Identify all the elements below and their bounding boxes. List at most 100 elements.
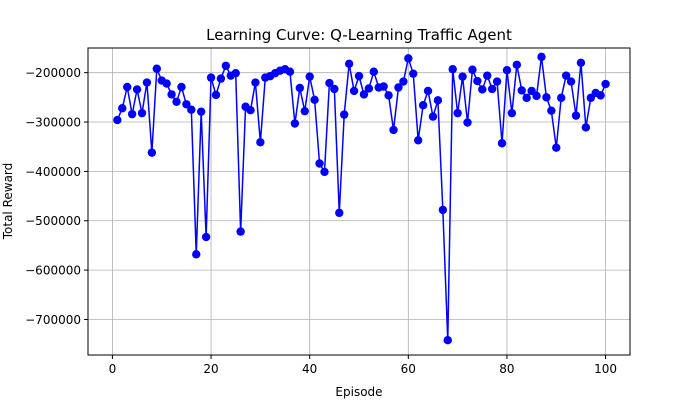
data-point xyxy=(463,118,472,127)
data-point xyxy=(340,110,349,119)
data-point xyxy=(581,123,591,132)
data-point xyxy=(147,148,157,157)
data-point xyxy=(231,68,240,78)
data-point xyxy=(571,111,581,120)
data-point xyxy=(256,138,265,147)
data-point xyxy=(507,108,517,118)
data-point xyxy=(418,101,428,110)
data-point xyxy=(310,95,319,105)
data-point xyxy=(127,109,137,119)
series-layer xyxy=(113,52,610,345)
data-point xyxy=(596,91,605,100)
data-point xyxy=(487,84,497,94)
data-point xyxy=(438,205,448,215)
x-tick-label: 20 xyxy=(203,362,218,376)
data-point xyxy=(187,105,196,114)
data-point xyxy=(478,85,487,94)
y-axis-label: Total Reward xyxy=(1,163,15,241)
data-point xyxy=(221,61,231,70)
data-point xyxy=(335,208,344,218)
data-point xyxy=(423,86,433,96)
data-point xyxy=(246,105,255,115)
data-point xyxy=(532,91,541,101)
data-point xyxy=(177,82,186,92)
x-tick-label: 100 xyxy=(594,362,617,376)
x-tick-label: 60 xyxy=(401,362,416,376)
data-point xyxy=(206,73,216,82)
data-point xyxy=(443,335,452,345)
data-point xyxy=(576,58,586,68)
data-point xyxy=(384,91,393,100)
data-point xyxy=(182,100,191,109)
data-point xyxy=(152,64,161,73)
data-point xyxy=(448,65,457,74)
data-point xyxy=(364,84,374,93)
y-tick-label: −400000 xyxy=(25,165,81,179)
data-point xyxy=(389,125,398,135)
data-point xyxy=(211,90,221,100)
data-point xyxy=(512,60,522,69)
data-point xyxy=(305,72,314,81)
x-axis-label: Episode xyxy=(335,385,382,399)
data-point xyxy=(167,90,176,99)
data-point xyxy=(354,71,364,81)
data-point xyxy=(557,93,566,103)
data-point xyxy=(394,83,403,92)
data-point xyxy=(537,52,546,62)
data-point xyxy=(216,74,226,83)
data-point xyxy=(137,108,147,118)
data-point xyxy=(404,54,413,63)
data-point xyxy=(162,79,171,88)
data-point xyxy=(285,67,295,76)
x-tick-label: 40 xyxy=(302,362,317,376)
x-tick-label: 80 xyxy=(499,362,514,376)
data-point xyxy=(344,59,354,68)
data-point xyxy=(428,112,438,121)
data-point xyxy=(409,69,418,78)
data-point xyxy=(542,93,551,102)
data-point xyxy=(468,65,477,74)
data-point xyxy=(458,72,467,81)
data-point xyxy=(399,77,408,86)
data-point xyxy=(497,139,507,148)
data-point xyxy=(113,115,122,125)
data-point xyxy=(192,250,201,259)
ticks: 0 20 40 60 80 100 −700000 −600000 −500000 −400000… xyxy=(25,66,617,376)
data-point xyxy=(300,106,309,116)
data-point xyxy=(502,66,512,75)
data-point xyxy=(349,86,359,96)
data-point xyxy=(547,106,556,115)
data-point xyxy=(172,97,181,107)
grid xyxy=(88,48,630,355)
y-tick-label: −200000 xyxy=(25,66,81,80)
data-point xyxy=(123,82,132,92)
data-point xyxy=(320,167,329,177)
data-point xyxy=(201,232,211,242)
data-point xyxy=(413,136,423,145)
y-tick-label: −500000 xyxy=(25,214,81,228)
data-point xyxy=(236,227,245,236)
data-point xyxy=(359,90,369,99)
data-point xyxy=(473,76,482,86)
data-point xyxy=(325,78,334,88)
data-point xyxy=(483,71,492,80)
data-point xyxy=(517,86,526,95)
data-point xyxy=(522,93,531,103)
data-point xyxy=(561,71,571,80)
data-point xyxy=(566,77,576,86)
y-tick-label: −300000 xyxy=(25,116,81,130)
data-point xyxy=(330,84,339,94)
y-tick-label: −700000 xyxy=(25,313,81,327)
data-point xyxy=(295,83,305,93)
plot-area-frame xyxy=(87,47,631,356)
y-tick-label: −600000 xyxy=(25,264,81,278)
data-point xyxy=(552,143,561,152)
data-point xyxy=(142,78,152,87)
data-point xyxy=(196,107,206,116)
data-point xyxy=(315,159,324,168)
data-point xyxy=(433,96,443,105)
data-point xyxy=(492,77,502,86)
data-point xyxy=(251,78,260,87)
